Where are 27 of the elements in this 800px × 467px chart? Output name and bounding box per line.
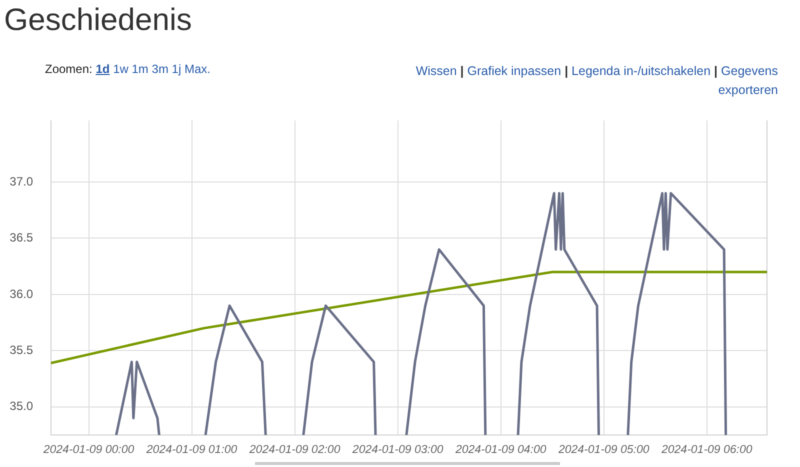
- text: 1w: [113, 62, 128, 76]
- text: 3m: [152, 62, 168, 76]
- x-tick-label: 2024-01-09 04:00: [454, 444, 547, 456]
- text: 1d: [96, 62, 110, 76]
- text: Max.: [184, 62, 210, 76]
- x-tick-label: 2024-01-09 02:00: [248, 444, 341, 456]
- y-tick-label: 36.0: [10, 286, 34, 301]
- text: 1m: [132, 62, 148, 76]
- text: |: [714, 64, 718, 78]
- text: Zoomen:: [45, 62, 92, 76]
- text: |: [564, 64, 568, 78]
- y-tick-label: 37.0: [10, 174, 34, 188]
- chart-title: Geschiedenis: [4, 2, 192, 38]
- x-tick-label: 2024-01-09 01:00: [145, 444, 238, 456]
- text: Legenda in-/uitschakelen: [572, 64, 711, 78]
- x-tick-label: 2024-01-09 00:00: [42, 444, 135, 456]
- text: |: [460, 64, 464, 78]
- y-tick-label: 35.5: [10, 342, 34, 357]
- y-tick-label: 35.0: [10, 399, 34, 414]
- text: Wissen: [416, 64, 457, 78]
- text: Gegevens exporteren: [718, 64, 778, 97]
- text: Grafiek inpassen: [467, 64, 562, 78]
- x-tick-label: 2024-01-09 06:00: [660, 444, 753, 456]
- x-tick-label: 2024-01-09 05:00: [557, 444, 650, 456]
- y-tick-label: 36.5: [10, 230, 34, 245]
- text: 1j: [172, 62, 182, 76]
- x-tick-label: 2024-01-09 03:00: [351, 444, 444, 456]
